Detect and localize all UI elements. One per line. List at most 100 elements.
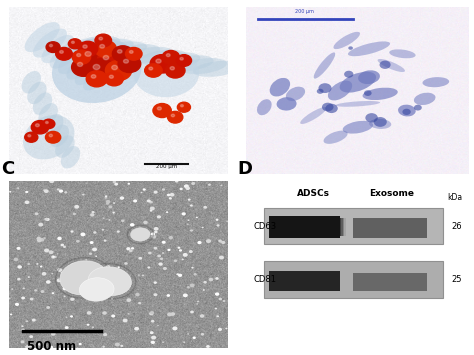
Circle shape	[222, 300, 226, 302]
Circle shape	[11, 288, 13, 290]
Circle shape	[131, 247, 134, 250]
Circle shape	[20, 340, 25, 343]
Circle shape	[154, 227, 159, 231]
Circle shape	[319, 83, 331, 93]
Circle shape	[32, 318, 36, 322]
Ellipse shape	[328, 81, 352, 100]
Circle shape	[128, 183, 130, 185]
Circle shape	[94, 40, 116, 57]
Circle shape	[219, 298, 222, 300]
Circle shape	[46, 42, 60, 53]
Circle shape	[93, 64, 100, 70]
Circle shape	[221, 241, 225, 244]
Circle shape	[135, 293, 140, 296]
Circle shape	[138, 257, 142, 260]
Circle shape	[83, 45, 87, 48]
Text: CD81: CD81	[253, 275, 276, 284]
Circle shape	[203, 281, 207, 284]
Circle shape	[208, 184, 211, 186]
Circle shape	[89, 252, 92, 255]
Circle shape	[9, 191, 11, 193]
Ellipse shape	[363, 88, 398, 100]
Circle shape	[217, 224, 219, 226]
Ellipse shape	[414, 93, 436, 105]
Circle shape	[126, 247, 130, 250]
Circle shape	[216, 219, 219, 221]
Circle shape	[64, 295, 65, 297]
Ellipse shape	[52, 38, 141, 103]
Ellipse shape	[134, 50, 199, 97]
Circle shape	[14, 258, 18, 261]
Circle shape	[118, 55, 141, 72]
Circle shape	[42, 330, 46, 333]
Circle shape	[109, 219, 110, 221]
Circle shape	[189, 250, 193, 253]
Circle shape	[17, 247, 20, 250]
Circle shape	[197, 241, 201, 244]
Ellipse shape	[33, 28, 67, 58]
Circle shape	[82, 193, 85, 196]
Circle shape	[112, 285, 115, 287]
Circle shape	[203, 206, 207, 209]
Circle shape	[25, 345, 29, 348]
Circle shape	[91, 75, 96, 78]
Circle shape	[79, 278, 82, 279]
Circle shape	[182, 258, 184, 260]
Circle shape	[109, 206, 112, 208]
Circle shape	[414, 105, 422, 110]
Circle shape	[27, 276, 30, 278]
Circle shape	[9, 298, 10, 299]
Circle shape	[150, 210, 152, 212]
Ellipse shape	[369, 119, 391, 129]
Circle shape	[106, 202, 109, 205]
Text: kDa: kDa	[447, 193, 463, 202]
Circle shape	[39, 238, 45, 242]
Circle shape	[10, 313, 12, 315]
Ellipse shape	[286, 87, 305, 101]
Circle shape	[104, 240, 107, 242]
Circle shape	[402, 109, 411, 115]
Circle shape	[65, 326, 69, 329]
Circle shape	[83, 261, 85, 263]
Circle shape	[201, 227, 204, 228]
Text: 500 nm: 500 nm	[27, 339, 76, 353]
Circle shape	[30, 297, 34, 300]
Circle shape	[49, 44, 53, 47]
Circle shape	[79, 343, 82, 345]
Circle shape	[187, 286, 190, 288]
Text: 26: 26	[451, 222, 462, 231]
Circle shape	[138, 302, 141, 304]
Circle shape	[44, 189, 49, 193]
Circle shape	[192, 337, 196, 339]
Ellipse shape	[378, 59, 405, 72]
Ellipse shape	[113, 44, 160, 60]
FancyBboxPatch shape	[341, 218, 346, 236]
Ellipse shape	[88, 267, 131, 295]
Circle shape	[46, 280, 51, 284]
Circle shape	[51, 255, 55, 258]
Circle shape	[100, 44, 105, 48]
Circle shape	[147, 200, 151, 202]
Circle shape	[170, 67, 174, 70]
Circle shape	[72, 58, 96, 76]
Circle shape	[149, 201, 153, 203]
Circle shape	[380, 61, 391, 69]
Circle shape	[187, 333, 189, 335]
Circle shape	[166, 294, 170, 297]
Circle shape	[190, 284, 195, 287]
Circle shape	[49, 346, 53, 349]
Ellipse shape	[86, 274, 108, 284]
Ellipse shape	[27, 82, 46, 104]
Circle shape	[64, 191, 67, 193]
Circle shape	[215, 277, 219, 280]
Ellipse shape	[140, 50, 187, 66]
Ellipse shape	[343, 121, 373, 133]
Text: 200 μm: 200 μm	[156, 164, 177, 169]
Text: ADSCs: ADSCs	[297, 190, 330, 198]
Circle shape	[56, 48, 72, 60]
Circle shape	[63, 246, 66, 248]
Ellipse shape	[25, 22, 60, 52]
Circle shape	[220, 185, 222, 186]
Circle shape	[105, 60, 132, 81]
Circle shape	[46, 306, 50, 309]
